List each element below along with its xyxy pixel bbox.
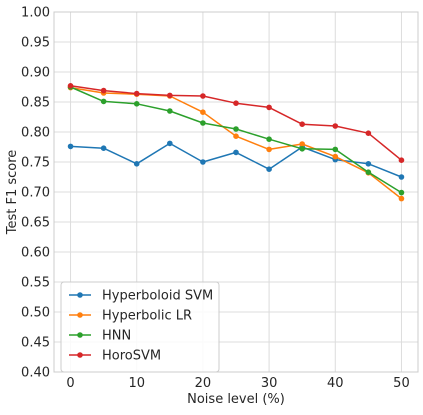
data-point <box>200 159 206 165</box>
legend-marker <box>77 352 83 358</box>
legend-item: HNN <box>69 329 131 344</box>
legend-box <box>60 281 220 373</box>
x-axis-label: Noise level (%) <box>187 392 285 407</box>
y-tick-label: 0.40 <box>21 366 50 381</box>
plot-frame <box>53 11 419 373</box>
x-tick-label: 10 <box>128 376 145 391</box>
series-layer <box>67 83 405 202</box>
data-point <box>100 98 107 105</box>
y-tick-label: 0.90 <box>21 66 50 81</box>
data-point <box>133 161 140 167</box>
series-horosvm <box>67 83 405 163</box>
data-point <box>299 141 305 147</box>
x-tick-label: 0 <box>66 376 74 391</box>
series-hnn <box>67 84 405 196</box>
legend: Hyperboloid SVM Hyperbolic LR HNN HoroSVM <box>60 281 220 373</box>
plot-area-border <box>53 11 419 373</box>
y-tick-label: 1.00 <box>21 6 50 21</box>
x-tick-label: 50 <box>393 376 410 391</box>
data-point <box>398 157 405 163</box>
legend-marker <box>77 292 83 298</box>
data-point <box>266 166 272 172</box>
y-tick-label: 0.65 <box>21 216 50 231</box>
y-axis-label: Test F1 score <box>5 150 20 236</box>
data-point <box>200 109 206 115</box>
data-point <box>365 130 372 136</box>
data-point <box>398 174 405 180</box>
data-point <box>266 146 272 153</box>
x-tick-label: 20 <box>195 376 212 391</box>
data-point <box>332 123 339 129</box>
legend-item: Hyperbolic LR <box>69 309 192 324</box>
y-tick-label: 0.70 <box>21 186 50 201</box>
y-tick-label: 0.45 <box>21 336 50 351</box>
data-point <box>233 133 239 139</box>
y-tick-label: 0.55 <box>21 276 50 291</box>
data-point <box>398 195 405 202</box>
data-point <box>67 143 74 150</box>
data-point <box>167 108 173 114</box>
data-point <box>200 120 206 126</box>
y-tick-label: 0.50 <box>21 306 50 321</box>
legend-label: Hyperboloid SVM <box>102 289 213 304</box>
legend-item: Hyperboloid SVM <box>69 289 213 304</box>
legend-label: HoroSVM <box>102 349 161 364</box>
legend-marker <box>77 312 83 318</box>
data-point <box>133 101 140 107</box>
legend-item: HoroSVM <box>69 349 161 364</box>
data-point <box>100 145 107 151</box>
data-point <box>332 146 339 153</box>
data-point <box>233 126 239 132</box>
data-point <box>133 90 140 97</box>
legend-marker <box>77 332 83 338</box>
data-point <box>67 83 74 89</box>
y-tick-label: 0.75 <box>21 156 50 171</box>
data-point <box>266 136 272 142</box>
tick-labels: 0.40 0.45 0.50 0.55 0.60 0.65 0.70 0.75 0.80 0.85… <box>21 6 410 392</box>
data-point <box>233 100 239 106</box>
data-point <box>332 153 339 160</box>
series-hyperboloid-svm <box>67 140 405 180</box>
data-point <box>233 149 239 156</box>
y-tick-label: 0.60 <box>21 246 50 261</box>
data-point <box>266 104 272 111</box>
data-point <box>365 169 372 175</box>
legend-label: HNN <box>102 329 131 344</box>
data-point <box>100 87 107 94</box>
data-point <box>398 189 405 196</box>
y-tick-label: 0.85 <box>21 96 50 111</box>
data-point <box>365 161 372 167</box>
x-tick-label: 40 <box>327 376 344 391</box>
y-tick-label: 0.95 <box>21 36 50 51</box>
legend-label: Hyperbolic LR <box>102 309 192 324</box>
data-point <box>167 92 173 99</box>
data-point <box>299 121 305 127</box>
data-point <box>299 146 305 152</box>
data-point <box>200 93 206 99</box>
y-tick-label: 0.80 <box>21 126 50 141</box>
x-tick-label: 30 <box>261 376 278 391</box>
data-point <box>167 140 173 147</box>
